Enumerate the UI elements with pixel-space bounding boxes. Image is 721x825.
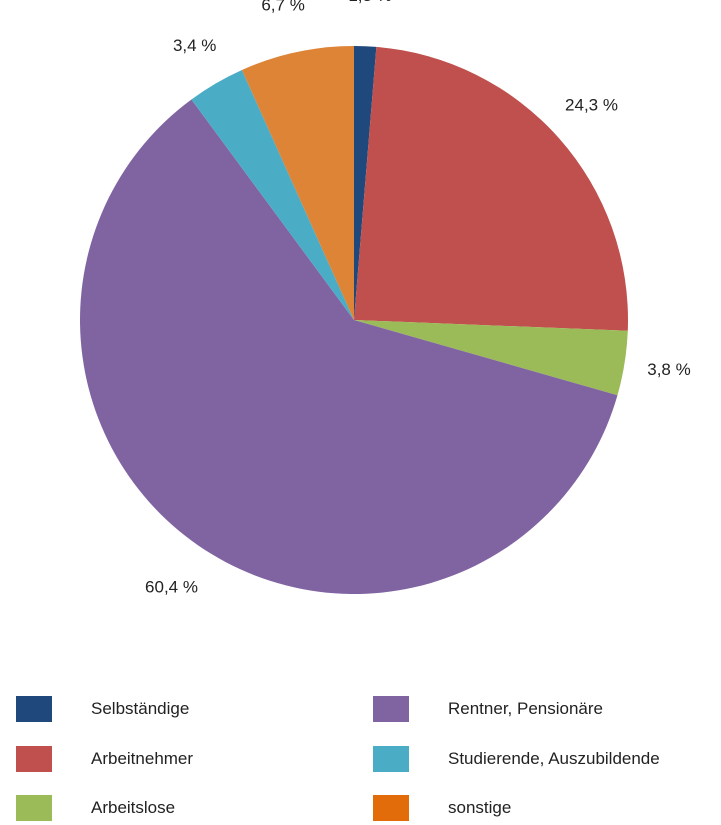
legend-item-studierende: Studierende, Auszubildende [373,746,660,772]
pie-chart: 1,3 % 24,3 % 3,8 % 60,4 % 3,4 % 6,7 % [80,0,691,596]
legend-swatch-arbeitnehmer [16,746,52,772]
legend-label-selbstaendige: Selbständige [91,699,190,718]
legend-swatch-sonstige [373,795,409,821]
slice-label-5: 6,7 % [261,0,304,15]
slice-label-3: 60,4 % [145,577,198,596]
legend: Selbständige Arbeitnehmer Arbeitslose Re… [0,690,721,821]
legend-swatch-selbstaendige [16,696,52,722]
legend-swatch-rentner [373,696,409,722]
pie-slice-4 [191,69,354,320]
legend-label-sonstige: sonstige [448,798,512,817]
slice-label-4: 3,4 % [173,36,216,55]
pie-slice-1 [354,46,629,331]
pie-slice-2 [354,320,628,396]
pie-slice-0 [354,46,377,320]
legend-label-studierende: Studierende, Auszubildende [448,749,660,768]
legend-swatch-arbeitslose [16,795,52,821]
pie-slice-3 [80,99,618,595]
legend-item-arbeitslose: Arbeitslose [16,795,175,821]
legend-item-selbstaendige: Selbständige [16,696,189,722]
legend-swatch-studierende [373,746,409,772]
legend-item-rentner: Rentner, Pensionäre [373,696,603,722]
legend-label-arbeitnehmer: Arbeitnehmer [91,749,194,768]
legend-item-sonstige: sonstige [373,795,511,821]
legend-label-arbeitslose: Arbeitslose [91,798,176,817]
slice-label-0: 1,3 % [348,0,391,5]
legend-label-rentner: Rentner, Pensionäre [448,699,603,718]
legend-item-arbeitnehmer: Arbeitnehmer [16,746,193,772]
slice-label-2: 3,8 % [647,360,690,379]
slice-label-1: 24,3 % [565,95,618,114]
pie-slice-5 [241,46,354,320]
